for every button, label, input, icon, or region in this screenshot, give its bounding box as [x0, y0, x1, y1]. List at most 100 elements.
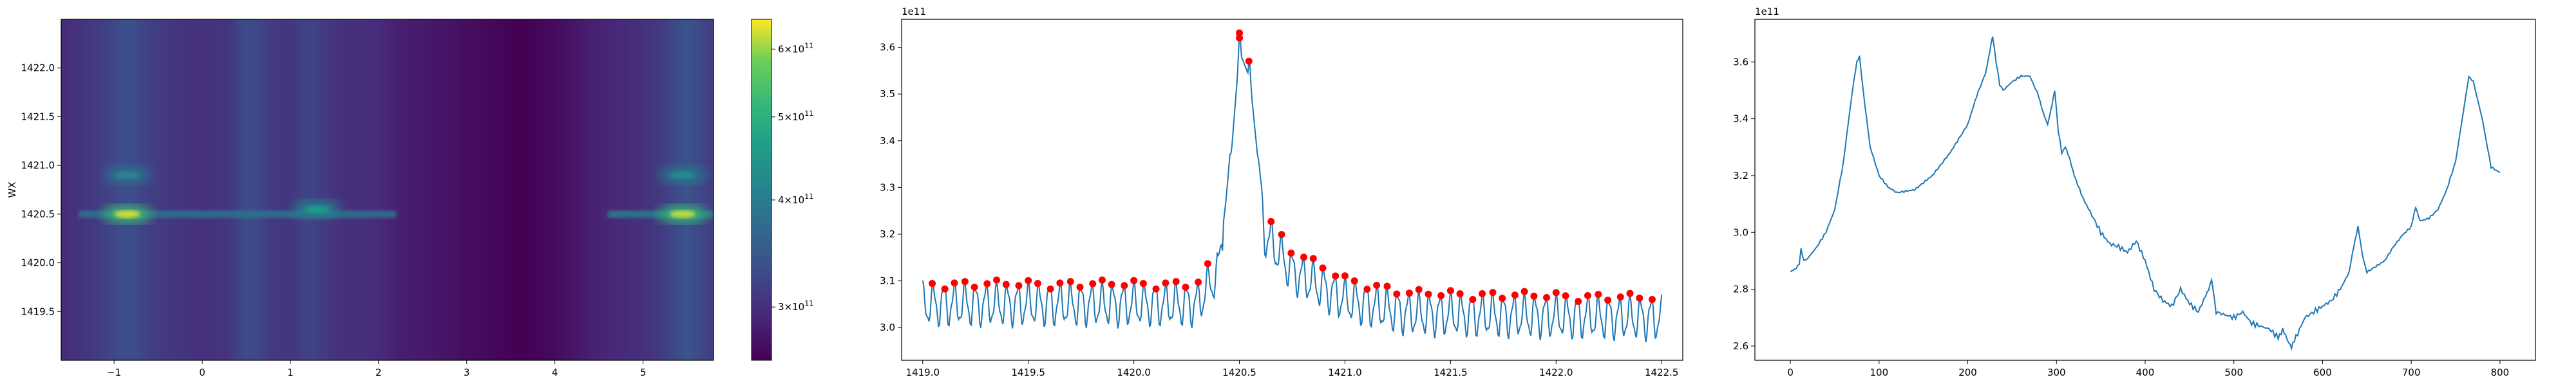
heatmap-column	[120, 19, 124, 360]
peak-marker	[1341, 272, 1349, 280]
heatmap-column	[577, 19, 581, 360]
heatmap-column	[254, 19, 258, 360]
peak-marker	[1604, 297, 1612, 304]
heatmap-column	[599, 19, 603, 360]
profile-series-line	[1790, 36, 2501, 351]
peaks-y-tick-label: 3.4	[880, 135, 895, 147]
heatmap-column	[654, 19, 657, 360]
heatmap-column	[501, 19, 505, 360]
heatmap-column	[308, 19, 312, 360]
heatmap-column	[683, 19, 687, 360]
peak-marker	[1575, 297, 1582, 305]
heatmap-column	[616, 19, 619, 360]
heatmap-column	[148, 19, 151, 360]
heatmap-column	[229, 19, 233, 360]
heatmap-column	[561, 19, 565, 360]
heatmap-column	[191, 19, 195, 360]
heatmap-column	[591, 19, 594, 360]
heatmap-column	[398, 19, 402, 360]
heatmap-x-tick-label: 1	[287, 367, 294, 378]
peak-marker	[1056, 279, 1064, 287]
heatmap-y-ticks: 1419.5 1420.0 1420.5 1421.0 1421.5 1422.0	[21, 62, 61, 317]
profile-x-tick-label: 400	[2136, 367, 2155, 378]
heatmap-column	[66, 19, 70, 360]
peaks-series-line	[922, 33, 1663, 343]
heatmap-column	[354, 19, 358, 360]
peak-marker	[1089, 280, 1097, 288]
heatmap-column	[667, 19, 671, 360]
heatmap-column	[512, 19, 516, 360]
profile-line-panel: 0 100 200 300 400 500 600 700 800 2.6 2.8 3.0 3.2 3.…	[1733, 6, 2536, 378]
peak-marker	[1469, 295, 1477, 303]
heatmap-column	[267, 19, 271, 360]
heatmap-column	[384, 19, 388, 360]
heatmap-column	[518, 19, 521, 360]
heatmap-column	[167, 19, 171, 360]
heatmap-column	[357, 19, 361, 360]
heatmap-hotspots	[102, 166, 708, 223]
peaks-x-tick-label: 1420.0	[1117, 367, 1151, 378]
heatmap-column	[681, 19, 685, 360]
heatmap-column	[218, 19, 222, 360]
heatmap-column	[710, 19, 714, 360]
peak-marker	[1648, 296, 1656, 304]
heatmap-column	[284, 19, 287, 360]
peak-marker	[1015, 282, 1023, 290]
peak-marker	[1363, 285, 1371, 293]
colorbar-ticks: 3×1011 4×1011 5×1011 6×1011	[772, 41, 813, 313]
heatmap-column	[550, 19, 554, 360]
heatmap-column	[180, 19, 184, 360]
heatmap-column	[409, 19, 413, 360]
heatmap-column	[278, 19, 282, 360]
heatmap-column	[580, 19, 583, 360]
heatmap-x-tick-label: 3	[464, 367, 470, 378]
heatmap-column	[490, 19, 494, 360]
heatmap-column	[207, 19, 211, 360]
heatmap-column	[422, 19, 426, 360]
peak-marker	[1456, 290, 1464, 298]
heatmap-column	[395, 19, 399, 360]
heatmap-column	[659, 19, 663, 360]
heatmap-column	[140, 19, 144, 360]
peaks-markers	[929, 29, 1656, 305]
peak-marker	[1182, 283, 1189, 291]
peaks-y-tick-label: 3.2	[880, 228, 895, 240]
heatmap-frame	[61, 19, 714, 361]
heatmap-hotspot	[670, 210, 696, 218]
peak-marker	[1300, 253, 1308, 261]
peak-marker	[1098, 276, 1106, 284]
heatmap-column	[265, 19, 269, 360]
heatmap-column	[480, 19, 483, 360]
profile-y-tick-label: 3.4	[1733, 113, 1748, 125]
heatmap-column	[169, 19, 173, 360]
heatmap-x-tick-label: 2	[375, 367, 382, 378]
peak-marker	[929, 280, 936, 288]
peak-marker	[1066, 278, 1074, 286]
peak-marker	[1130, 277, 1138, 284]
heatmap-column	[360, 19, 364, 360]
peak-marker	[1319, 264, 1327, 272]
heatmap-column	[281, 19, 285, 360]
heatmap-column	[270, 19, 274, 360]
heatmap-column	[183, 19, 187, 360]
heatmap-column	[528, 19, 532, 360]
peak-marker	[1489, 289, 1497, 297]
peak-marker	[1437, 291, 1445, 299]
heatmap-column	[273, 19, 277, 360]
heatmap-column	[406, 19, 410, 360]
heatmap-column	[556, 19, 560, 360]
heatmap-column	[474, 19, 478, 360]
peak-marker	[1278, 231, 1285, 239]
heatmap-column	[88, 19, 92, 360]
heatmap-column	[251, 19, 255, 360]
heatmap-column	[428, 19, 431, 360]
heatmap-column	[145, 19, 149, 360]
peaks-x-tick-label: 1421.0	[1328, 367, 1362, 378]
heatmap-column	[526, 19, 529, 360]
heatmap-column	[330, 19, 334, 360]
peak-marker	[1332, 272, 1340, 280]
peaks-x-tick-label: 1420.5	[1222, 367, 1256, 378]
heatmap-column	[305, 19, 309, 360]
peak-marker	[1309, 255, 1317, 262]
heatmap-column	[287, 19, 290, 360]
